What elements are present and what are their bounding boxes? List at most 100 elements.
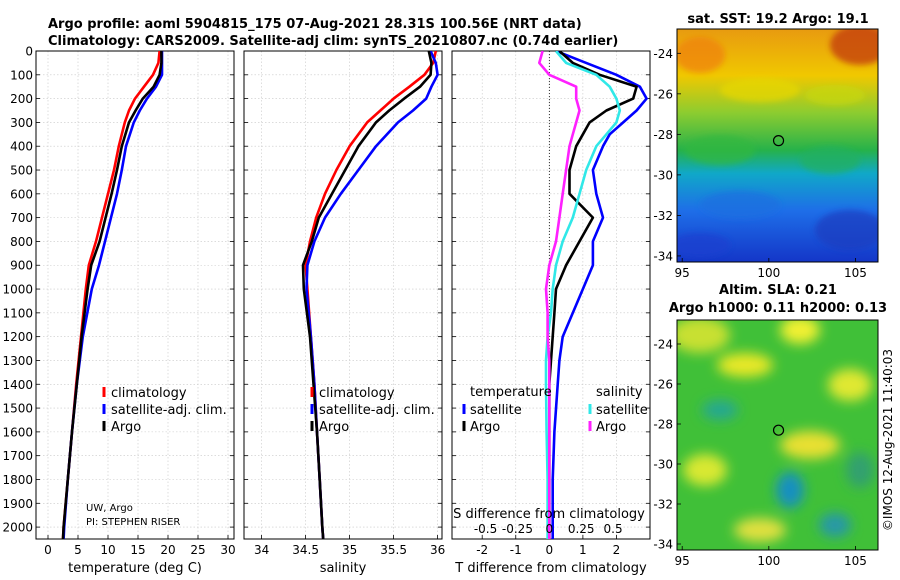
y-tick-label: 1000: [2, 283, 33, 297]
panel-frame: [451, 50, 651, 540]
y-tick-label: 300: [10, 116, 33, 130]
legend-label: Argo: [596, 420, 626, 435]
sla-map-subtitle: Argo h1000: 0.11 h2000: 0.13: [669, 301, 887, 316]
series-line-climatology: [61, 51, 161, 539]
legend-label: satellite-adj. clim.: [111, 403, 227, 418]
y-tick-label: 200: [10, 92, 33, 106]
y-tick-label: 1700: [2, 449, 33, 463]
temperature-panel: 0100200300400500600700800900100011001200…: [2, 45, 235, 577]
legend-label: Argo: [470, 420, 500, 435]
map-y-tick-label: -28: [653, 128, 673, 142]
series-line-argo: [61, 51, 163, 539]
y-tick-label: 600: [10, 187, 33, 201]
y-tick-label: 1600: [2, 425, 33, 439]
figure-title-line2: Climatology: CARS2009. Satellite-adj cli…: [48, 34, 618, 49]
x-tick-label: 0: [546, 543, 554, 557]
x-axis-label: T difference from climatology: [454, 561, 647, 576]
panel-frame: [243, 50, 443, 540]
x-axis-label-salinity-diff: S difference from climatology: [453, 507, 645, 522]
map-y-tick-label: -28: [653, 418, 673, 432]
map-x-tick-label: 100: [757, 266, 780, 280]
x-tick-label: 36: [430, 543, 445, 557]
y-tick-label: 1300: [2, 354, 33, 368]
x-axis-label: temperature (deg C): [68, 561, 202, 576]
map-x-tick-label: 100: [757, 554, 780, 568]
map-y-tick-label: -30: [653, 458, 673, 472]
map-x-tick-label: 105: [844, 554, 867, 568]
annotation-line: UW, Argo: [86, 503, 133, 514]
series-line-argo: [547, 51, 638, 539]
series-group: [61, 51, 164, 539]
x-tick-label-salinity-diff: 0: [546, 522, 554, 536]
x-tick-label: 10: [100, 543, 115, 557]
y-tick-label: 400: [10, 140, 33, 154]
y-tick-label: 1200: [2, 330, 33, 344]
imos-stamp: ©IMOS 12-Aug-2021 11:40:03: [881, 349, 895, 531]
map-y-tick-label: -32: [653, 498, 673, 512]
difference-panel: -2 -1 0 1 2 T difference from climatology temp…: [451, 50, 651, 576]
x-tick-label: -1: [510, 543, 522, 557]
x-tick-label: 35: [342, 543, 357, 557]
x-tick-label: -2: [476, 543, 488, 557]
map-y-tick-label: -26: [653, 87, 673, 101]
y-tick-label: 1500: [2, 402, 33, 416]
y-tick-label: 2000: [2, 521, 33, 535]
x-tick-label: 2: [613, 543, 621, 557]
series-line-satellite: [551, 51, 648, 539]
legend-label: climatology: [319, 386, 395, 401]
legend-title-salinity: salinity: [596, 385, 643, 400]
series-line-satellite-adj-clim-: [305, 51, 439, 539]
map-y-tick-label: -32: [653, 209, 673, 223]
y-tick-label: 500: [10, 164, 33, 178]
salinity-panel: 34 34.5 35 35.5 36 salinity climatology satelli…: [243, 50, 445, 576]
argo-location-marker-sla: [772, 424, 785, 436]
x-tick-label-salinity-diff: 0.25: [568, 522, 595, 536]
x-tick-label: 20: [160, 543, 175, 557]
argo-location-marker-sst: [772, 135, 785, 147]
legend-label: Argo: [319, 420, 349, 435]
y-tick-label: 0: [25, 45, 33, 59]
legend-title-temperature: temperature: [470, 385, 552, 400]
series-line-climatology: [304, 51, 438, 539]
series-line-satellite: [544, 51, 622, 539]
sst-map: 95 100 105 -24 -26 -28 -30 -32 -34: [653, 28, 879, 280]
map-y-tick-label: -24: [653, 47, 673, 61]
sla-map: 95 100 105 -24 -26 -28 -30 -32 -34: [653, 319, 879, 568]
x-tick-label: 30: [220, 543, 235, 557]
y-tick-label: 100: [10, 68, 33, 82]
map-y-tick-label: -30: [653, 168, 673, 182]
x-tick-label-salinity-diff: -0.5: [474, 522, 497, 536]
x-axis-label: salinity: [320, 561, 367, 576]
map-x-tick-label: 95: [675, 266, 690, 280]
annotation-line: PI: STEPHEN RISER: [86, 517, 180, 528]
x-tick-label-salinity-diff: -0.25: [502, 522, 533, 536]
series-group: [301, 51, 439, 539]
y-tick-label: 900: [10, 259, 33, 273]
legend-label: satellite-adj. clim.: [319, 403, 435, 418]
x-tick-label: 25: [190, 543, 205, 557]
map-x-tick-label: 105: [844, 266, 867, 280]
series-line-argo: [537, 51, 581, 539]
series-line-argo: [301, 51, 433, 539]
legend-label: climatology: [111, 386, 187, 401]
panel-frame: [35, 50, 235, 540]
x-tick-label: 0: [44, 543, 52, 557]
x-tick-label: 1: [579, 543, 587, 557]
x-tick-label: 34.5: [292, 543, 319, 557]
map-y-tick-label: -26: [653, 378, 673, 392]
legend-label: satellite: [470, 403, 522, 418]
map-y-tick-label: -34: [653, 538, 673, 552]
y-tick-label: 1100: [2, 306, 33, 320]
sla-map-title: Altim. SLA: 0.21: [719, 283, 837, 298]
map-y-tick-label: -34: [653, 249, 673, 263]
series-line-satellite-adj-clim-: [62, 51, 164, 539]
y-tick-label: 800: [10, 235, 33, 249]
x-tick-label: 34: [254, 543, 269, 557]
y-tick-label: 1900: [2, 497, 33, 511]
map-y-tick-label: -24: [653, 338, 673, 352]
legend-label: Argo: [111, 420, 141, 435]
figure-title-line1: Argo profile: aoml 5904815_175 07-Aug-20…: [48, 17, 582, 32]
x-tick-label: 35.5: [380, 543, 407, 557]
legend-label: satellite: [596, 403, 648, 418]
